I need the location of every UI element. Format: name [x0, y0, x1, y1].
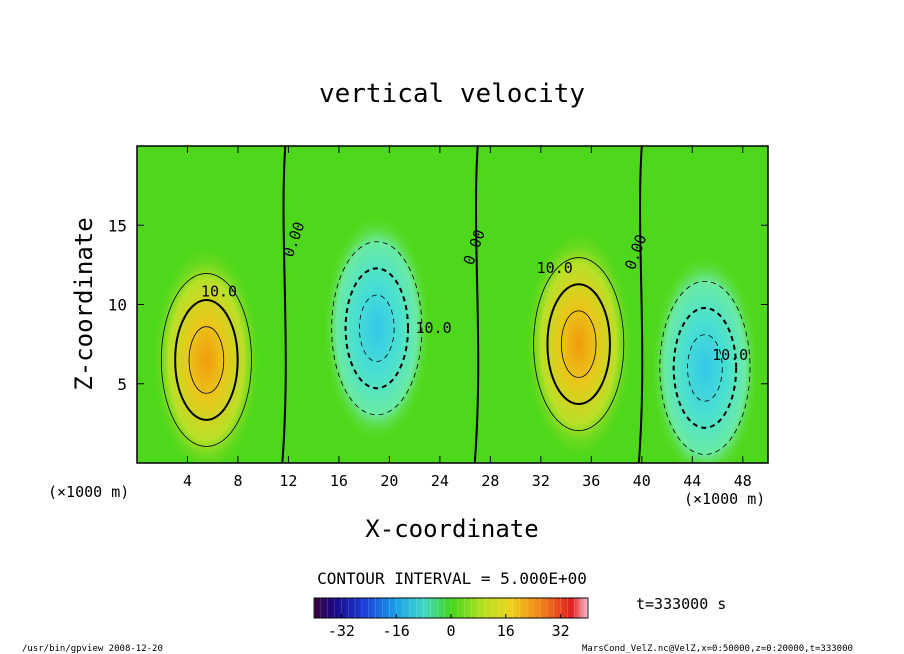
- x-tick-label-6: 28: [481, 472, 499, 490]
- contour-1-2: [359, 294, 395, 362]
- zero-contour-2: [637, 146, 644, 463]
- contour-3-2: [687, 334, 723, 402]
- contour-0-1: [174, 299, 239, 421]
- contour-label-2: 10.0: [416, 319, 452, 337]
- time-label: t=333000 s: [636, 595, 726, 613]
- x-tick-label-2: 12: [279, 472, 297, 490]
- contour-0-0: [160, 273, 252, 447]
- x-unit-right: (×1000 m): [684, 490, 765, 508]
- contour-3-0: [659, 280, 751, 455]
- y-tick-label-2: 15: [108, 216, 127, 235]
- x-tick-label-11: 48: [734, 472, 752, 490]
- colorbar-tick-label-0: -32: [328, 622, 355, 640]
- zero-contour-1: [473, 146, 480, 463]
- contour-2-1: [546, 283, 611, 406]
- x-unit-left: (×1000 m): [48, 483, 129, 501]
- x-tick-label-4: 20: [380, 472, 398, 490]
- chart-title: vertical velocity: [319, 79, 585, 109]
- contour-label-4: 10.0: [537, 259, 573, 277]
- zero-contour-0: [281, 146, 287, 463]
- contour-2-2: [560, 310, 597, 378]
- feature-down-3: [651, 253, 759, 463]
- x-tick-label-8: 36: [582, 472, 600, 490]
- footer-right: MarsCond_VelZ.nc@VelZ,x=0:50000,z=0:2000…: [582, 644, 853, 654]
- y-tick-label-0: 5: [117, 375, 127, 394]
- x-axis-label: X-coordinate: [365, 515, 538, 543]
- colorbar-tick-label-1: -16: [383, 622, 410, 640]
- feature-up-0: [152, 245, 261, 463]
- footer-left: /usr/bin/gpview 2008-12-20: [22, 644, 163, 654]
- x-tick-label-0: 4: [183, 472, 192, 490]
- contour-1-0: [331, 241, 423, 416]
- contour-1-1: [344, 267, 410, 390]
- plot-field: [137, 146, 768, 463]
- feature-up-2: [525, 230, 633, 459]
- feature-down-1: [323, 214, 431, 443]
- contour-label-0: 10.0: [201, 283, 237, 301]
- x-tick-label-10: 44: [683, 472, 701, 490]
- contour-interval-label: CONTOUR INTERVAL = 5.000E+00: [317, 569, 587, 588]
- y-tick-label-1: 10: [108, 296, 127, 315]
- x-tick-label-9: 40: [633, 472, 651, 490]
- colorbar-tick-label-3: 16: [497, 622, 515, 640]
- contour-3-1: [672, 306, 738, 429]
- x-tick-label-3: 16: [330, 472, 348, 490]
- contour-0-2: [188, 326, 225, 394]
- x-tick-label-1: 8: [233, 472, 242, 490]
- y-axis-label: Z-coordinate: [70, 217, 98, 390]
- colorbar-tick-label-4: 32: [552, 622, 570, 640]
- contour-label-6: 10.0: [712, 346, 748, 364]
- x-tick-label-5: 24: [431, 472, 449, 490]
- x-tick-label-7: 32: [532, 472, 550, 490]
- colorbar-tick-label-2: 0: [446, 622, 455, 640]
- contour-2-0: [533, 257, 625, 432]
